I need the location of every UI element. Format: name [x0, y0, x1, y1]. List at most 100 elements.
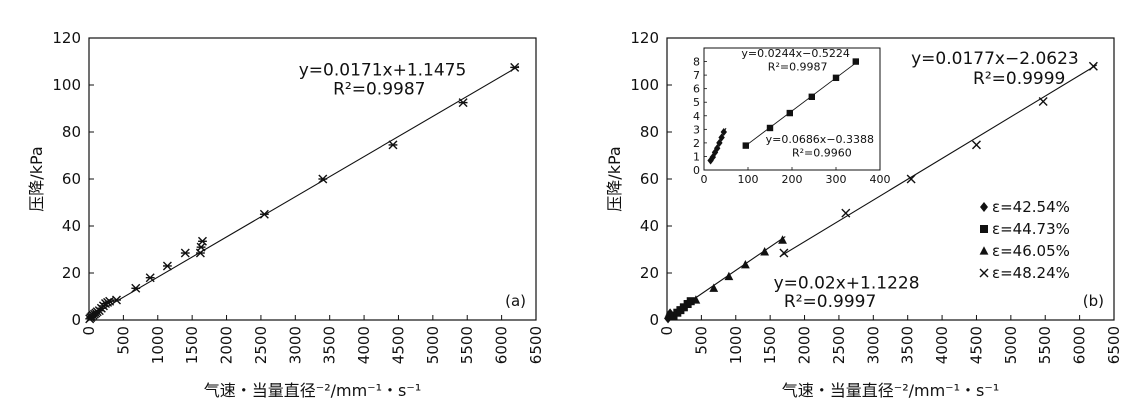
inset-y-tick-label: 6 [693, 83, 700, 96]
x-tick-label: 6500 [1105, 326, 1123, 364]
asterisk-data-point [196, 242, 206, 252]
inset-x-tick-label: 0 [701, 173, 708, 186]
x-tick-label: 4500 [389, 326, 407, 364]
asterisk-data-point [131, 283, 141, 293]
legend-marker-square [980, 225, 988, 233]
fit-equation-label: R²=0.9997 [784, 292, 876, 312]
inset-x-tick-label: 100 [738, 173, 759, 186]
x-tick-label: 3000 [286, 326, 304, 364]
inset-diamond-data-point [709, 153, 716, 162]
legend-label: ε=48.24% [992, 264, 1070, 282]
x-tick-label: 1500 [761, 326, 779, 364]
asterisk-data-point [458, 98, 468, 108]
legend-marker-diamond-shape [980, 202, 988, 212]
triangle-data-point-shape [740, 259, 750, 269]
legend-marker-x [979, 268, 989, 278]
y-tick-label: 120 [52, 29, 81, 47]
triangle-data-point-shape [724, 271, 734, 281]
inset-y-tick-label: 1 [693, 150, 700, 163]
y-tick-label: 60 [640, 170, 659, 188]
x-data-point [971, 140, 981, 150]
x-tick-label: 500 [114, 326, 132, 355]
x-tick-label: 3500 [321, 326, 339, 364]
fit-equation-label: y=0.0171x+1.1475 [299, 61, 467, 81]
legend-marker-diamond [980, 202, 988, 212]
x-axis-label: 气速・当量直径⁻²/mm⁻¹・s⁻¹ [782, 381, 999, 400]
y-tick-label: 0 [71, 311, 81, 329]
inset-x-tick-label: 400 [870, 173, 891, 186]
inset-equation-label: y=0.0686x−0.3388 [766, 133, 874, 146]
x-tick-label: 1000 [149, 326, 167, 364]
x-tick-label: 4500 [967, 326, 985, 364]
legend: ε=42.54% ε=44.73% ε=46.05% ε=48.24% [979, 198, 1070, 282]
legend-marker-square-shape [980, 225, 988, 233]
inset-square-data-point [832, 74, 840, 82]
x-axis-label: 气速・当量直径⁻²/mm⁻¹・s⁻¹ [204, 381, 421, 400]
inset-equation-label: R²=0.9987 [768, 60, 828, 73]
x-data-point [841, 208, 851, 218]
inset-square-data-point [766, 124, 774, 132]
asterisk-data-point [388, 140, 398, 150]
asterisk-data-point [510, 62, 520, 72]
asterisk-data-point [162, 261, 172, 271]
x-tick-label: 6000 [1071, 326, 1089, 364]
asterisk-data-point [318, 174, 328, 184]
triangle-data-point-shape [709, 283, 719, 292]
x-tick-label: 6000 [493, 326, 511, 364]
y-tick-label: 120 [630, 29, 659, 47]
x-tick-label: 1000 [727, 326, 745, 364]
x-data-point-stroke [971, 140, 981, 150]
inset-diamond-data-point-shape [716, 138, 723, 147]
x-tick-label: 5500 [1036, 326, 1054, 364]
inset-diamond-data-point-shape [718, 133, 725, 142]
asterisk-data-point [197, 236, 207, 246]
inset-square-data-point [852, 58, 859, 65]
x-tick-label: 0 [658, 326, 676, 336]
x-data-point-stroke [779, 248, 789, 258]
chart-panel-0: 0 20 40 60 80 100 120 0 500 1000 1500 2000 2500 3000 3… [27, 29, 545, 400]
inset-x-tick-label: 200 [782, 173, 803, 186]
legend-label: ε=42.54% [992, 198, 1070, 216]
y-axis-label: 压降/kPa [27, 146, 46, 211]
asterisk-data-point [105, 296, 115, 306]
inset-diamond-data-point [720, 128, 727, 137]
inset-square-data-point-shape [742, 142, 749, 149]
inset-diamond-data-point-shape [720, 128, 727, 137]
y-tick-label: 40 [62, 217, 81, 235]
x-tick-label: 500 [692, 326, 710, 355]
panel-label: (b) [1083, 292, 1104, 310]
triangle-data-point [760, 247, 770, 256]
x-data-point-stroke [906, 174, 916, 184]
x-data-point [906, 174, 916, 184]
y-tick-label: 40 [640, 217, 659, 235]
x-tick-label: 6500 [527, 326, 545, 364]
x-data-point [1088, 61, 1098, 71]
asterisk-data-point [180, 248, 190, 258]
square-data-point-shape [686, 297, 695, 306]
x-data-point [1038, 96, 1048, 106]
fit-line [780, 64, 1098, 257]
asterisk-data-point [145, 273, 155, 283]
inset-diamond-data-point [714, 144, 721, 153]
x-tick-label: 3000 [864, 326, 882, 364]
x-data-point-stroke [1038, 96, 1048, 106]
x-data-point-stroke [841, 208, 851, 218]
x-tick-label: 2000 [796, 326, 814, 364]
y-tick-label: 20 [640, 264, 659, 282]
inset-y-tick-label: 2 [693, 137, 700, 150]
x-tick-label: 3500 [899, 326, 917, 364]
y-tick-label: 60 [62, 170, 81, 188]
legend-marker-triangle [979, 246, 989, 255]
fit-equation-label: R²=0.9999 [973, 69, 1065, 89]
triangle-data-point [691, 295, 701, 304]
x-tick-label: 0 [80, 326, 98, 336]
x-data-point-stroke [1088, 61, 1098, 71]
inset-y-tick-label: 4 [693, 110, 700, 123]
panel-label: (a) [505, 292, 526, 310]
y-axis-label: 压降/kPa [605, 146, 624, 211]
fit-equation-label: y=0.02x+1.1228 [774, 273, 920, 293]
inset-y-tick-label: 0 [693, 164, 700, 177]
inset-x-tick-label: 300 [826, 173, 847, 186]
legend-label: ε=46.05% [992, 242, 1070, 260]
inset-frame [703, 47, 881, 171]
